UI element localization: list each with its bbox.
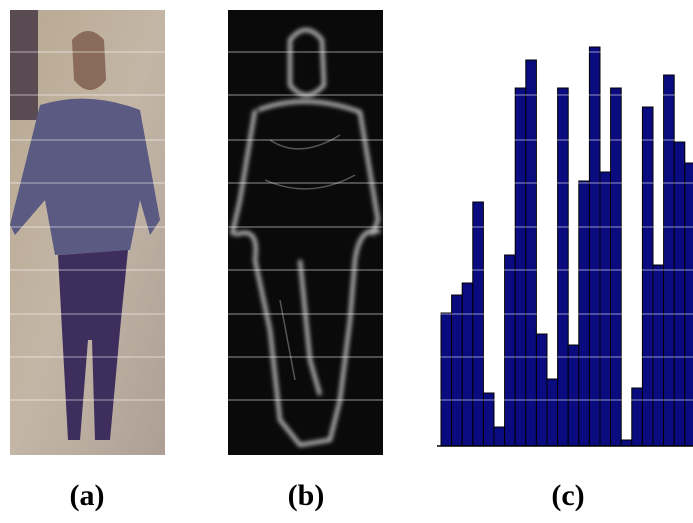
bar [515, 88, 526, 446]
panel-label: (b) [288, 479, 325, 512]
bar [611, 88, 622, 446]
bar [441, 313, 452, 446]
bar [568, 345, 579, 446]
bar [483, 393, 494, 446]
photo-head [72, 31, 106, 90]
figure: (a) (b) (c) [0, 0, 693, 523]
page: (a) (b) (c) (() => { const data = JSON.p… [0, 0, 693, 523]
bar [473, 202, 484, 446]
panel-label: (a) [70, 479, 105, 512]
bar [494, 427, 505, 446]
bar [589, 47, 600, 446]
bar [621, 440, 632, 446]
photo-door [10, 10, 38, 120]
panel-label: (c) [551, 479, 584, 512]
bar [505, 255, 516, 446]
bar [642, 107, 653, 446]
bar [558, 88, 569, 446]
gradient-panel [228, 10, 383, 455]
photo-panel [10, 10, 165, 455]
bar [452, 295, 463, 446]
histogram [441, 47, 693, 446]
bar [600, 172, 611, 446]
bar [526, 60, 537, 446]
bar [462, 283, 473, 446]
bar [685, 163, 693, 446]
bar [536, 334, 547, 446]
bar [632, 388, 643, 446]
bar [664, 75, 675, 446]
bar [653, 265, 664, 446]
bar [547, 379, 558, 446]
